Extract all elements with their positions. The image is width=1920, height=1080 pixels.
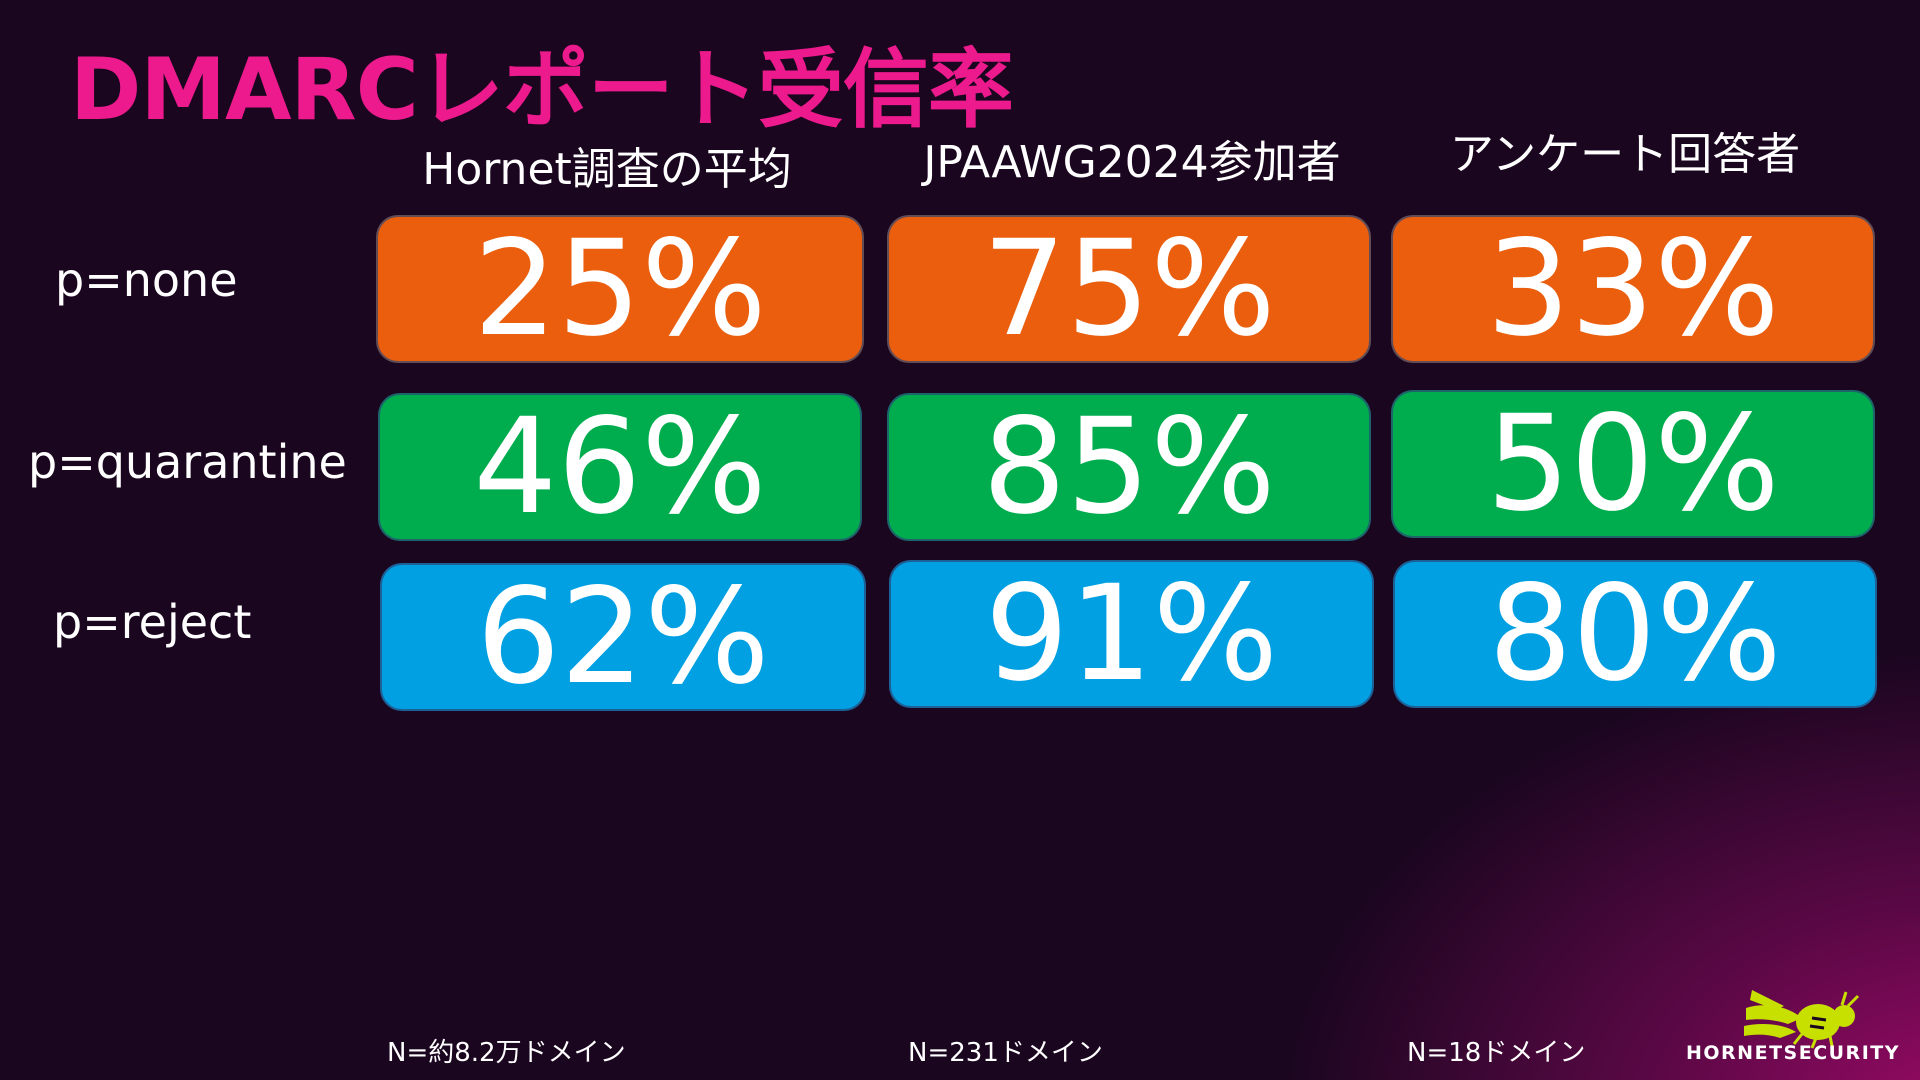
column-header-jpaawg: JPAAWG2024参加者 (923, 137, 1341, 188)
row-label-reject: p=reject (53, 595, 252, 649)
cell-none-hornet: 25% (376, 215, 864, 363)
logo-wordmark: HORNETSECURITY (1686, 1042, 1900, 1064)
hornet-icon (1744, 990, 1860, 1049)
footnote-hornet: N=約8.2万ドメイン (387, 1038, 626, 1068)
row-label-none: p=none (55, 253, 238, 307)
cell-quarantine-jpaawg: 85% (887, 393, 1371, 541)
cell-reject-survey: 80% (1393, 560, 1877, 708)
column-header-survey: アンケート回答者 (1449, 129, 1801, 180)
cell-quarantine-hornet: 46% (378, 393, 862, 541)
slide-title: DMARCレポート受信率 (70, 40, 1014, 140)
cell-reject-jpaawg: 91% (889, 560, 1374, 708)
footnote-jpaawg: N=231ドメイン (908, 1038, 1103, 1068)
cell-none-jpaawg: 75% (887, 215, 1371, 363)
row-label-quarantine: p=quarantine (28, 435, 347, 489)
cell-quarantine-survey: 50% (1391, 390, 1875, 538)
cell-none-survey: 33% (1391, 215, 1875, 363)
cell-reject-hornet: 62% (380, 563, 866, 711)
footnote-survey: N=18ドメイン (1407, 1038, 1586, 1068)
column-header-hornet: Hornet調査の平均 (422, 144, 792, 195)
